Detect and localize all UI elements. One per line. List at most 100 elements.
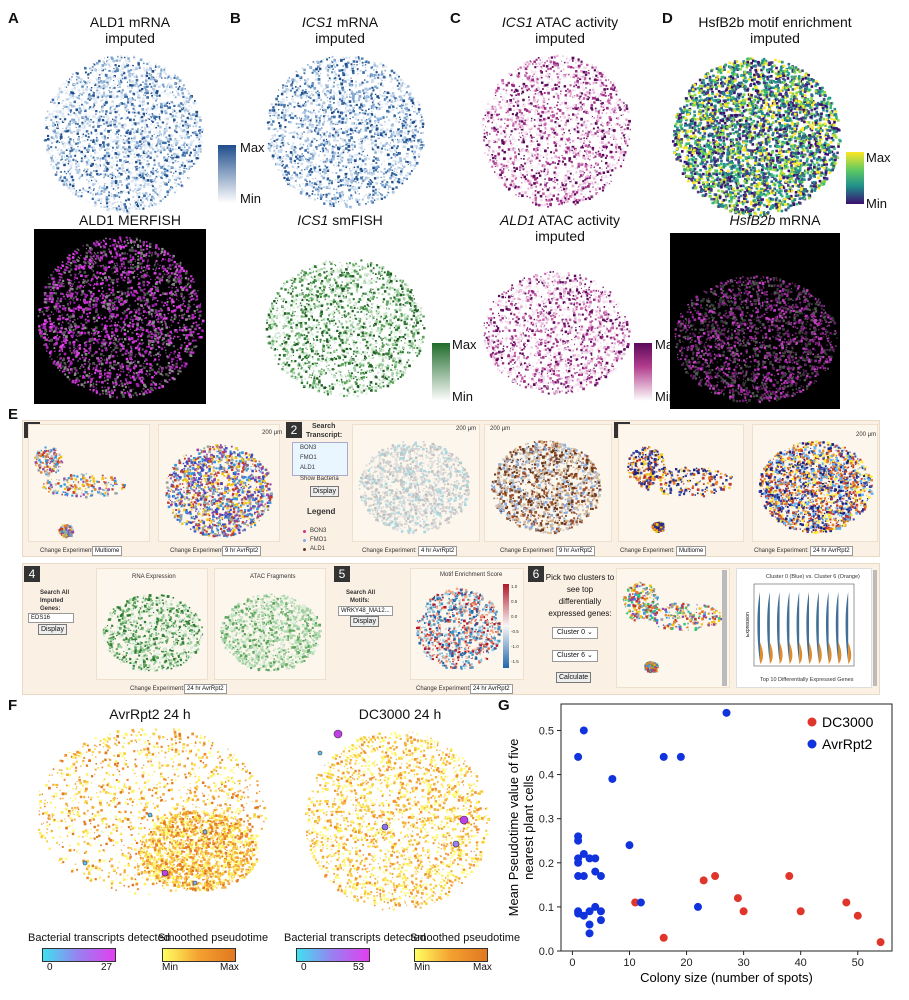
pseudo-colorbar bbox=[414, 948, 488, 962]
display-button[interactable]: Display bbox=[38, 624, 67, 635]
imputed-label: Imputed bbox=[40, 598, 63, 604]
colorbar-tick: 0.5 bbox=[511, 599, 517, 604]
data-point bbox=[585, 854, 594, 863]
panel-c-title: ICS1 ATAC activity imputed bbox=[480, 14, 640, 46]
data-point bbox=[591, 867, 600, 876]
x-tick-label: 30 bbox=[737, 957, 749, 969]
bact-min: 0 bbox=[301, 962, 307, 973]
data-point bbox=[579, 872, 588, 881]
pseudo-colorbar bbox=[162, 948, 236, 962]
bact-legend-label: Bacterial transcripts detected bbox=[284, 932, 426, 944]
legend-dot bbox=[303, 530, 306, 533]
data-point bbox=[733, 894, 742, 903]
ics1-smfish-map bbox=[265, 259, 426, 398]
legend-label: DC3000 bbox=[822, 714, 874, 730]
panel-a-letter: A bbox=[8, 10, 19, 27]
colorbar-tick: -1.5 bbox=[511, 659, 519, 664]
y-tick-label: 0.2 bbox=[539, 858, 554, 870]
panel-b-title2: ICS1 smFISH bbox=[270, 212, 410, 228]
transcript-item[interactable]: ALD1 bbox=[300, 465, 315, 471]
data-point bbox=[596, 907, 605, 916]
scale-label: 200 µm bbox=[856, 432, 876, 438]
data-point bbox=[596, 916, 605, 925]
hsfb2b-mrna-image bbox=[670, 233, 840, 409]
e2-spatial-box-2 bbox=[484, 424, 612, 542]
scale-label: 200 µm bbox=[490, 426, 510, 432]
transcript-list[interactable] bbox=[292, 442, 348, 476]
data-point bbox=[625, 841, 634, 850]
bact-colorbar bbox=[42, 948, 116, 962]
x-tick-label: 10 bbox=[623, 957, 635, 969]
transcript-item[interactable]: BON3 bbox=[300, 445, 316, 451]
search-label: Search bbox=[312, 423, 335, 430]
data-point bbox=[693, 902, 702, 911]
motif-search-input[interactable]: WRKY48_MA12... bbox=[338, 606, 393, 616]
bact-colorbar bbox=[296, 948, 370, 962]
experiment-select[interactable]: 4 hr AvrRpt2 bbox=[418, 546, 458, 556]
experiment-select[interactable]: 24 hr AvrRpt2 bbox=[810, 546, 853, 556]
data-point bbox=[796, 907, 805, 916]
gene-search-input[interactable]: EDS16 bbox=[28, 613, 74, 623]
experiment-select[interactable]: Multiome bbox=[676, 546, 707, 556]
scatter-chart: 0 10 20 30 40 50 0.0 0.1 0.2 0.3 0.4 0.5 Colony size… bbox=[506, 703, 893, 985]
transcript-label: Transcript: bbox=[306, 432, 342, 439]
plot-frame bbox=[560, 703, 893, 952]
panel-d-title: HsfB2b motif enrichment imputed bbox=[670, 14, 880, 46]
colorbar-max: Max bbox=[452, 337, 477, 352]
experiment-select[interactable]: 24 hr AvrRpt2 bbox=[184, 684, 227, 694]
cluster-select-2[interactable]: Cluster 6 ⌄ bbox=[552, 650, 598, 662]
colorbar-min: Min bbox=[240, 191, 261, 206]
data-point bbox=[842, 898, 851, 907]
e4-number: 4 bbox=[24, 566, 40, 582]
experiment-select[interactable]: 9 hr AvrRpt2 bbox=[222, 546, 262, 556]
calculate-button[interactable]: Calculate bbox=[556, 672, 592, 683]
data-point bbox=[699, 876, 708, 885]
data-point bbox=[631, 898, 640, 907]
experiment-select[interactable]: 9 hr AvrRpt2 bbox=[556, 546, 596, 556]
data-point bbox=[636, 898, 645, 907]
change-experiment-label: Change Experiment: bbox=[500, 548, 555, 554]
change-experiment-label: Change Experiment: bbox=[130, 686, 185, 692]
scrollbar[interactable] bbox=[873, 570, 877, 686]
pseudo-min: Min bbox=[414, 962, 430, 973]
y-tick-label: 0.5 bbox=[539, 725, 554, 737]
show-bacteria-checkbox[interactable]: Show Bacteria bbox=[300, 476, 339, 482]
e4-atac-map bbox=[220, 593, 322, 672]
experiment-select[interactable]: 24 hr AvrRpt2 bbox=[470, 684, 513, 694]
ald1-imputed-map bbox=[43, 55, 204, 214]
f-right-map bbox=[304, 729, 491, 911]
e5-colorbar bbox=[503, 584, 509, 668]
data-point bbox=[591, 854, 600, 863]
e5-number: 5 bbox=[334, 566, 350, 582]
panel-e-letter: E bbox=[8, 406, 18, 423]
data-point bbox=[574, 752, 583, 761]
panel-b-title: ICS1 mRNA imputed bbox=[270, 14, 410, 46]
f-left-map bbox=[38, 727, 268, 895]
legend-marker bbox=[807, 717, 817, 727]
green-colorbar bbox=[432, 343, 450, 401]
data-point bbox=[596, 872, 605, 881]
colorbar-max: Max bbox=[866, 150, 891, 165]
e6-violin-plot: Expression bbox=[746, 583, 855, 667]
data-point bbox=[574, 832, 583, 841]
display-button[interactable]: Display bbox=[350, 616, 379, 627]
rna-expression-title: RNA Expression bbox=[132, 574, 176, 580]
hsfb2b-motif-map bbox=[671, 57, 842, 217]
ald1-atac-map bbox=[483, 271, 631, 395]
cluster-select-1[interactable]: Cluster 0 ⌄ bbox=[552, 627, 598, 639]
pseudo-legend-label: Smoothed pseudotime bbox=[158, 932, 268, 944]
y-axis-label: Mean Pseudotime value of five bbox=[506, 739, 521, 917]
legend-dot bbox=[303, 548, 306, 551]
scrollbar[interactable] bbox=[722, 570, 727, 686]
colorbar-tick: 1.0 bbox=[511, 584, 517, 589]
bact-legend-label: Bacterial transcripts detected bbox=[28, 932, 170, 944]
pseudo-max: Max bbox=[220, 962, 239, 973]
pseudo-max: Max bbox=[473, 962, 492, 973]
transcript-item[interactable]: FMO1 bbox=[300, 455, 317, 461]
display-button[interactable]: Display bbox=[310, 486, 339, 497]
panel-d-letter: D bbox=[662, 10, 673, 27]
legend-marker bbox=[807, 739, 817, 749]
e2-number: 2 bbox=[286, 422, 302, 438]
atac-fragments-title: ATAC Fragments bbox=[250, 574, 295, 580]
experiment-select[interactable]: Multiome bbox=[92, 546, 123, 556]
